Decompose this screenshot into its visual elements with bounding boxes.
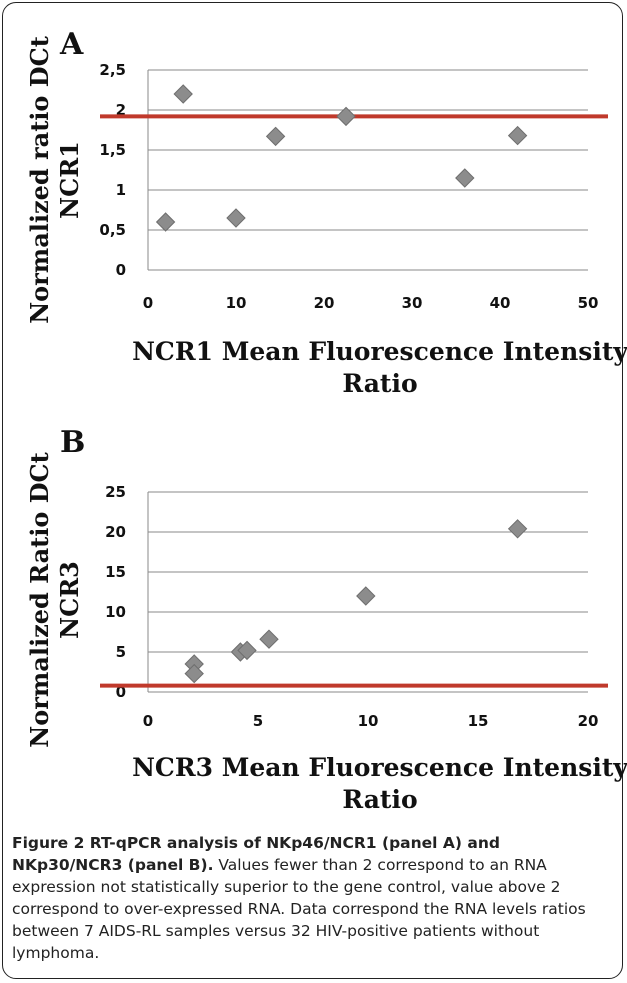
data-point-a-1 — [173, 84, 193, 104]
x-axis-label-a-line-2: Ratio — [342, 369, 417, 398]
data-point-a-2 — [226, 208, 246, 228]
caption-text: Values fewer than 2 correspond to an RNA… — [12, 856, 586, 962]
y-tick-label-b-5: 25 — [105, 483, 126, 501]
x-axis-label-a-line-1: NCR1 Mean Fluorescence Intensity — [132, 337, 627, 366]
panel-label-a: A — [59, 27, 84, 62]
data-point-b-6 — [507, 519, 528, 539]
x-tick-label-a-5: 50 — [578, 294, 599, 312]
x-tick-label-b-4: 20 — [578, 712, 599, 730]
y-tick-label-b-1: 5 — [116, 643, 126, 661]
data-point-a-5 — [455, 168, 475, 188]
data-point-b-4 — [259, 629, 279, 649]
data-point-a-3 — [265, 126, 286, 147]
x-axis-label-b-line-1: NCR3 Mean Fluorescence Intensity — [132, 753, 627, 782]
y-tick-label-b-4: 20 — [105, 523, 126, 541]
panel-label-b: B — [60, 425, 85, 460]
x-tick-label-a-0: 0 — [143, 294, 153, 312]
y-tick-label-a-1: 0,5 — [99, 221, 126, 239]
y-tick-label-a-2: 1 — [116, 181, 126, 199]
y-tick-label-a-3: 1,5 — [99, 141, 126, 159]
y-tick-label-b-2: 10 — [105, 603, 126, 621]
y-tick-label-a-0: 0 — [116, 261, 126, 279]
x-tick-label-a-3: 30 — [402, 294, 423, 312]
y-tick-label-a-5: 2,5 — [99, 61, 126, 79]
data-point-b-3 — [237, 640, 257, 661]
data-point-b-5 — [356, 586, 376, 606]
y-tick-label-b-0: 0 — [116, 683, 126, 701]
y-axis-label-a-line-2: NCR1 — [55, 141, 84, 219]
data-point-a-0 — [155, 212, 176, 232]
y-tick-label-a-4: 2 — [116, 101, 126, 119]
figure-caption: Figure 2 RT-qPCR analysis of NKp46/NCR1 … — [12, 832, 612, 964]
y-axis-label-b-line-2: NCR3 — [55, 561, 84, 639]
x-tick-label-a-2: 20 — [314, 294, 335, 312]
y-axis-label-b-line-1: Normalized Ratio DCt — [25, 452, 54, 747]
x-tick-label-b-2: 10 — [358, 712, 379, 730]
caption-label: Figure 2 RT-qPCR analysis of NKp46/NCR1 … — [12, 834, 500, 874]
y-tick-label-b-3: 15 — [105, 563, 126, 581]
x-tick-label-b-0: 0 — [143, 712, 153, 730]
x-tick-label-a-4: 40 — [490, 294, 511, 312]
x-tick-label-b-3: 15 — [468, 712, 489, 730]
data-point-a-4 — [336, 106, 356, 127]
x-tick-label-b-1: 5 — [253, 712, 263, 730]
data-point-a-6 — [507, 125, 528, 146]
data-point-b-1 — [184, 663, 204, 684]
y-axis-label-a-line-1: Normalized ratio DCt — [25, 36, 54, 324]
x-axis-label-b-line-2: Ratio — [342, 785, 417, 814]
x-tick-label-a-1: 10 — [226, 294, 247, 312]
